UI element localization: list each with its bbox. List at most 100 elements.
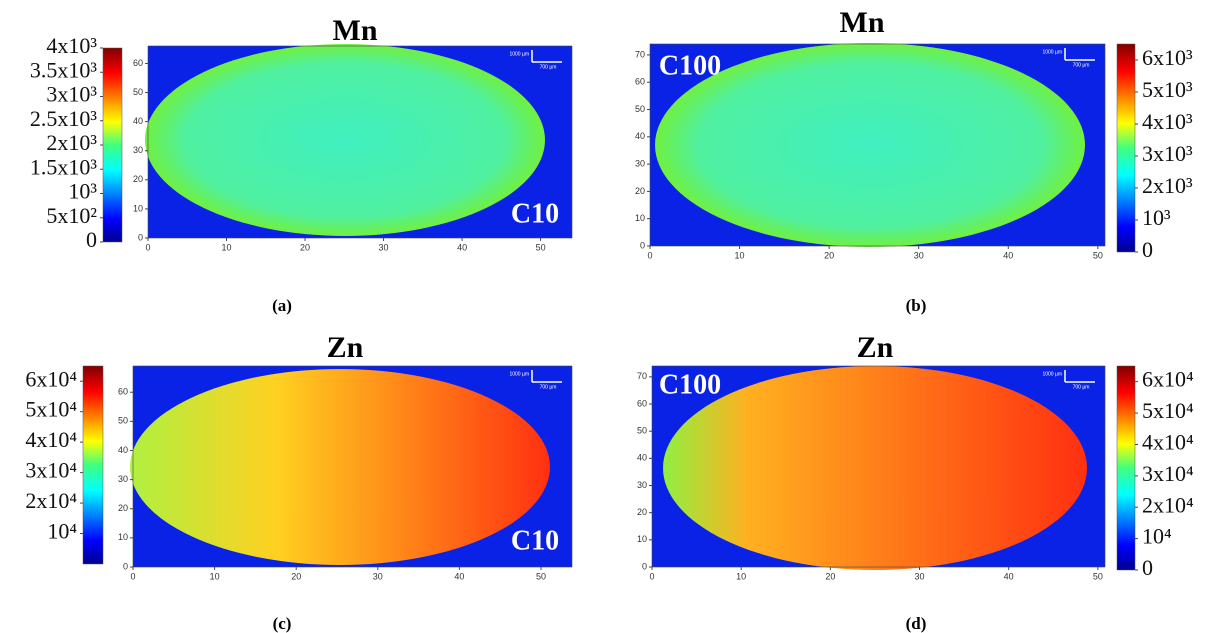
scale-bar-label: 700 µm	[540, 64, 557, 70]
x-tick-label: 50	[1093, 571, 1103, 581]
y-tick-label: 40	[118, 445, 128, 455]
x-tick-label: 0	[647, 250, 652, 260]
annotation: C100	[659, 369, 721, 400]
caption: (b)	[906, 296, 927, 315]
sample-map	[145, 44, 545, 236]
scale-bar-label: 1000 µm	[1042, 371, 1062, 377]
scale-bar-label: 1000 µm	[1042, 49, 1062, 55]
y-tick-label: 40	[133, 116, 143, 126]
chart-title: Zn	[857, 331, 894, 364]
colorbar-tick-label: 2x10⁴	[1142, 492, 1194, 517]
x-tick-label: 10	[222, 242, 232, 252]
colorbar	[83, 366, 103, 564]
x-tick-label: 10	[210, 571, 220, 581]
colorbar-tick-label: 10³	[68, 179, 97, 204]
y-tick-label: 30	[637, 480, 647, 490]
colorbar-tick-label: 6x10⁴	[25, 366, 77, 391]
scale-bar-label: 700 µm	[1073, 384, 1090, 390]
x-tick-label: 20	[291, 571, 301, 581]
y-tick-label: 30	[118, 474, 128, 484]
x-tick-label: 20	[300, 242, 310, 252]
colorbar-tick-label: 2x10³	[1142, 173, 1193, 198]
x-tick-label: 40	[1003, 250, 1013, 260]
y-tick-label: 10	[635, 213, 645, 223]
y-tick-label: 60	[133, 58, 143, 68]
x-tick-label: 50	[536, 571, 546, 581]
colorbar-tick-label: 2x10⁴	[25, 488, 77, 513]
y-tick-label: 30	[133, 145, 143, 155]
y-tick-label: 50	[637, 426, 647, 436]
colorbar-tick-label: 5x10⁴	[25, 397, 77, 422]
x-tick-label: 30	[915, 571, 925, 581]
annotation: C100	[659, 50, 721, 81]
scale-bar-label: 1000 µm	[509, 371, 529, 377]
colorbar-tick-label: 6x10³	[1142, 45, 1193, 70]
chart-title: Zn	[327, 331, 364, 364]
colorbar-tick-label: 2.5x10³	[30, 106, 98, 131]
y-tick-label: 60	[118, 387, 128, 397]
y-tick-label: 0	[123, 561, 128, 571]
x-tick-label: 20	[825, 571, 835, 581]
colorbar	[1117, 366, 1135, 570]
x-tick-label: 20	[824, 250, 834, 260]
colorbar-tick-label: 4x10³	[1142, 109, 1193, 134]
y-tick-label: 20	[635, 186, 645, 196]
colorbar-tick-label: 3.5x10³	[30, 57, 98, 82]
x-tick-label: 10	[736, 571, 746, 581]
colorbar	[103, 48, 122, 242]
chart-title: Mn	[333, 14, 378, 47]
y-tick-label: 40	[637, 453, 647, 463]
x-tick-label: 0	[130, 571, 135, 581]
x-tick-label: 30	[914, 250, 924, 260]
x-tick-label: 40	[454, 571, 464, 581]
colorbar-tick-label: 10⁴	[47, 519, 77, 544]
colorbar-tick-label: 5x10³	[1142, 77, 1193, 102]
colorbar-tick-label: 6x10⁴	[1142, 367, 1194, 392]
colorbar-tick-label: 2x10³	[46, 130, 97, 155]
y-tick-label: 20	[118, 503, 128, 513]
figure: 0102030405001020304050601000 µm700 µm05x…	[0, 0, 1217, 633]
y-tick-label: 10	[118, 532, 128, 542]
x-tick-label: 40	[457, 242, 467, 252]
x-tick-label: 10	[735, 250, 745, 260]
sample-map	[663, 366, 1087, 570]
y-tick-label: 60	[637, 398, 647, 408]
colorbar-tick-label: 4x10³	[46, 33, 97, 58]
y-tick-label: 10	[637, 534, 647, 544]
colorbar-tick-label: 0	[1142, 555, 1153, 580]
y-tick-label: 0	[640, 240, 645, 250]
y-tick-label: 70	[635, 49, 645, 59]
colorbar-tick-label: 0	[86, 227, 97, 252]
y-tick-label: 20	[133, 174, 143, 184]
y-tick-label: 70	[637, 371, 647, 381]
y-tick-label: 30	[635, 158, 645, 168]
y-tick-label: 20	[637, 507, 647, 517]
x-tick-label: 0	[649, 571, 654, 581]
y-tick-label: 50	[133, 87, 143, 97]
x-tick-label: 0	[145, 242, 150, 252]
x-tick-label: 50	[536, 242, 546, 252]
scale-bar-label: 700 µm	[540, 384, 557, 390]
y-tick-label: 10	[133, 203, 143, 213]
scale-bar-label: 1000 µm	[509, 51, 529, 57]
y-tick-label: 50	[118, 416, 128, 426]
y-tick-label: 60	[635, 77, 645, 87]
colorbar-tick-label: 10³	[1142, 205, 1171, 230]
scale-bar-label: 700 µm	[1073, 62, 1090, 68]
colorbar-tick-label: 3x10³	[1142, 141, 1193, 166]
colorbar	[1117, 44, 1135, 252]
colorbar-tick-label: 3x10³	[46, 82, 97, 107]
y-tick-label: 0	[138, 232, 143, 242]
y-tick-label: 0	[642, 561, 647, 571]
sample-map	[130, 369, 550, 565]
chart-title: Mn	[840, 6, 885, 39]
colorbar-tick-label: 4x10⁴	[25, 427, 77, 452]
colorbar-tick-label: 0	[1142, 237, 1153, 262]
y-tick-label: 40	[635, 131, 645, 141]
colorbar-tick-label: 1.5x10³	[30, 154, 98, 179]
colorbar-tick-label: 5x10²	[46, 203, 97, 228]
caption: (a)	[272, 296, 292, 315]
x-tick-label: 40	[1004, 571, 1014, 581]
colorbar-tick-label: 5x10⁴	[1142, 398, 1194, 423]
x-tick-label: 50	[1093, 250, 1103, 260]
